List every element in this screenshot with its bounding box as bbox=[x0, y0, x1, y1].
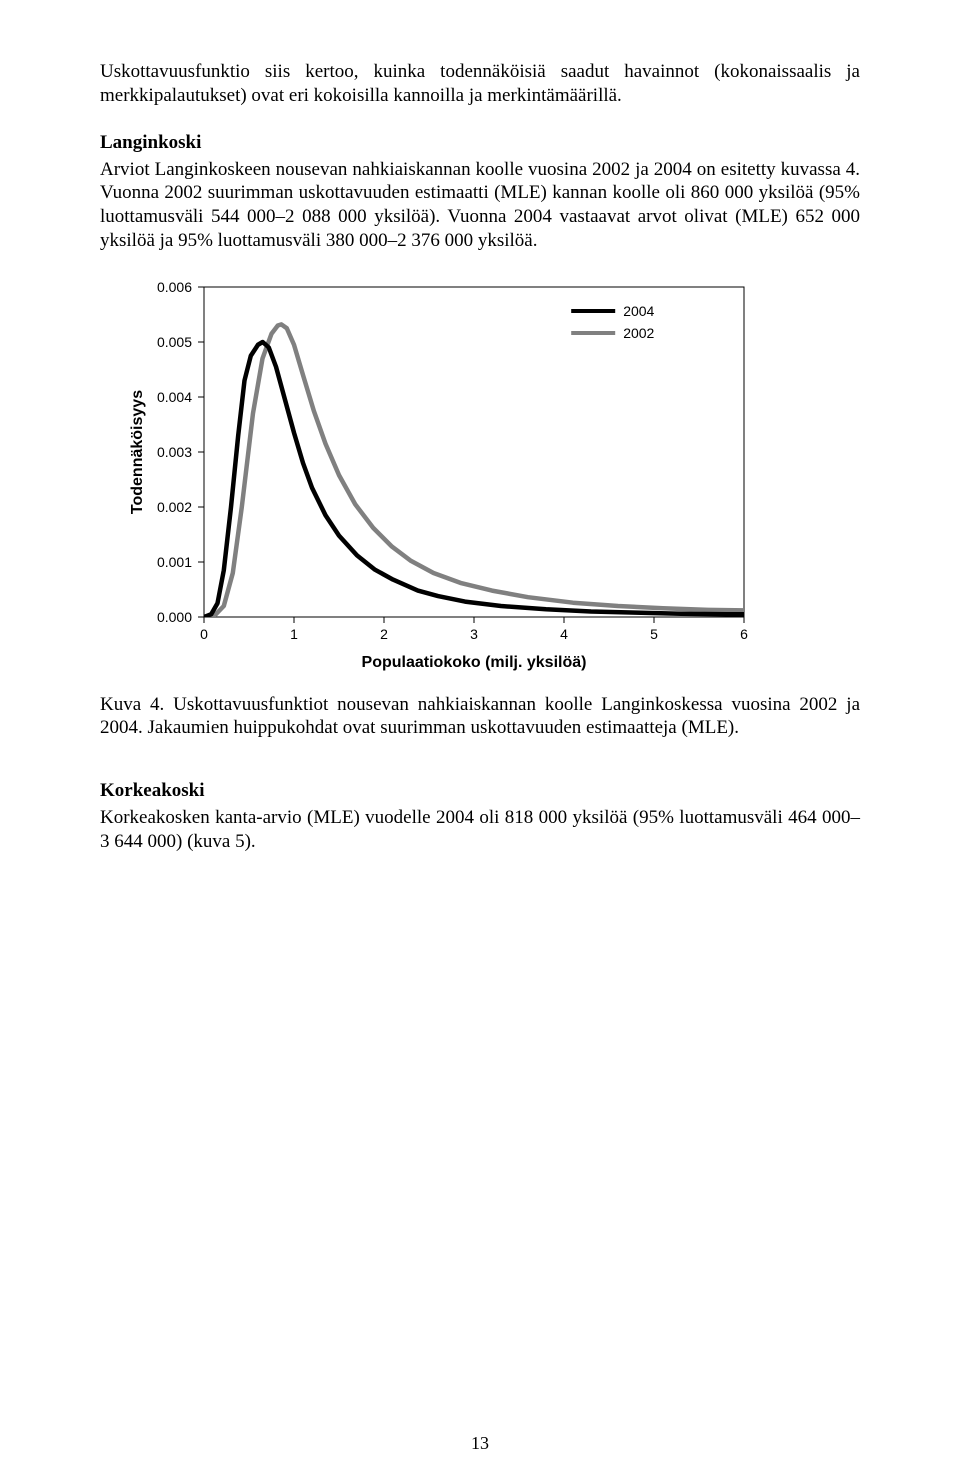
likelihood-chart: 0 1 2 3 4 5 6 Populaatiokoko (milj. yksilöä) 0.0… bbox=[124, 277, 764, 677]
svg-text:2: 2 bbox=[380, 626, 388, 642]
korkeakoski-heading: Korkeakoski bbox=[100, 780, 860, 802]
svg-text:0.001: 0.001 bbox=[157, 554, 192, 570]
svg-text:2004: 2004 bbox=[623, 303, 654, 319]
svg-text:0.002: 0.002 bbox=[157, 499, 192, 515]
svg-text:1: 1 bbox=[290, 626, 298, 642]
likelihood-chart-svg: 0 1 2 3 4 5 6 Populaatiokoko (milj. yksilöä) 0.0… bbox=[124, 277, 764, 677]
langinkoski-body: Arviot Langinkoskeen nousevan nahkiaiska… bbox=[100, 158, 860, 253]
svg-text:Todennäköisyys: Todennäköisyys bbox=[129, 389, 146, 513]
svg-text:0.003: 0.003 bbox=[157, 444, 192, 460]
svg-text:0.000: 0.000 bbox=[157, 609, 192, 625]
korkeakoski-body: Korkeakosken kanta-arvio (MLE) vuodelle … bbox=[100, 806, 860, 854]
svg-text:2002: 2002 bbox=[623, 325, 654, 341]
langinkoski-heading: Langinkoski bbox=[100, 132, 860, 154]
svg-text:0.004: 0.004 bbox=[157, 389, 192, 405]
svg-text:0.005: 0.005 bbox=[157, 334, 192, 350]
page: Uskottavuusfunktio siis kertoo, kuinka t… bbox=[0, 0, 960, 1474]
svg-text:0.006: 0.006 bbox=[157, 279, 192, 295]
svg-text:Populaatiokoko (milj. yksilöä): Populaatiokoko (milj. yksilöä) bbox=[362, 654, 587, 671]
page-number: 13 bbox=[0, 1433, 960, 1454]
svg-text:4: 4 bbox=[560, 626, 568, 642]
svg-text:5: 5 bbox=[650, 626, 658, 642]
figure-4-caption: Kuva 4. Uskottavuusfunktiot nousevan nah… bbox=[100, 693, 860, 741]
svg-text:0: 0 bbox=[200, 626, 208, 642]
svg-text:6: 6 bbox=[740, 626, 748, 642]
svg-text:3: 3 bbox=[470, 626, 478, 642]
intro-paragraph: Uskottavuusfunktio siis kertoo, kuinka t… bbox=[100, 60, 860, 108]
